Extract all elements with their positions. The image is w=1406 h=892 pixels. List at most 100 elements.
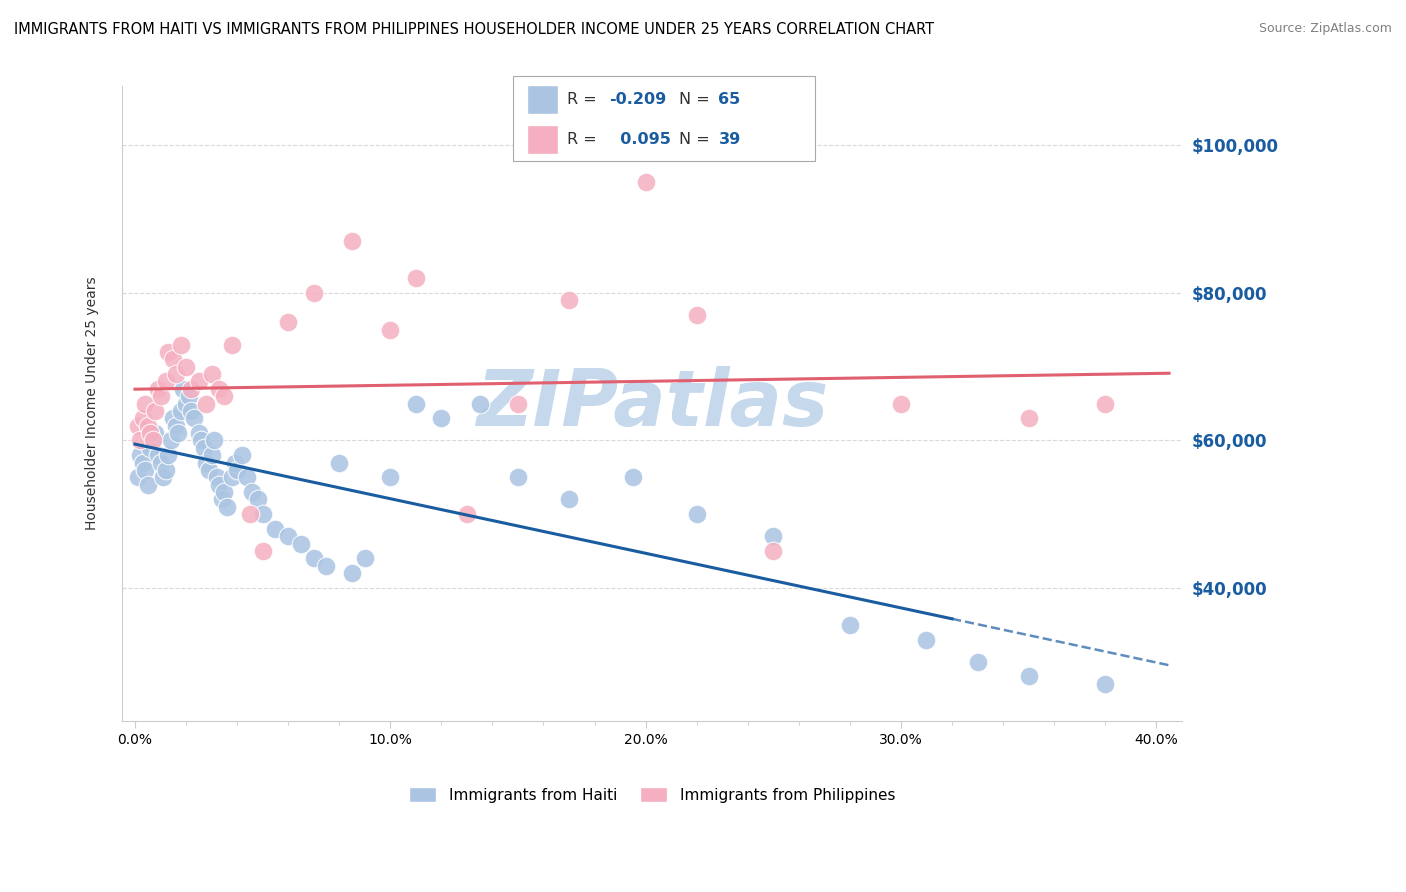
Point bbox=[214, 389, 236, 403]
Point bbox=[139, 425, 162, 440]
Point bbox=[558, 293, 581, 308]
Y-axis label: Householder Income Under 25 years: Householder Income Under 25 years bbox=[86, 277, 100, 531]
Point bbox=[221, 337, 243, 351]
Point bbox=[224, 456, 246, 470]
Point bbox=[762, 529, 785, 543]
Point bbox=[170, 404, 193, 418]
Point bbox=[187, 375, 209, 389]
Point bbox=[134, 396, 156, 410]
Point bbox=[174, 359, 197, 374]
Point bbox=[187, 425, 209, 440]
Point bbox=[145, 425, 167, 440]
Text: N =: N = bbox=[679, 132, 716, 147]
Point bbox=[190, 434, 212, 448]
Point bbox=[966, 655, 988, 669]
Point bbox=[252, 544, 274, 558]
Point bbox=[152, 470, 174, 484]
Point bbox=[353, 551, 375, 566]
Point bbox=[200, 367, 222, 381]
Point bbox=[129, 434, 152, 448]
Point bbox=[221, 470, 243, 484]
Point bbox=[136, 418, 159, 433]
Point bbox=[146, 382, 169, 396]
Point bbox=[211, 492, 233, 507]
Text: R =: R = bbox=[567, 132, 602, 147]
Point bbox=[506, 470, 529, 484]
Point bbox=[1018, 411, 1040, 425]
Legend: Immigrants from Haiti, Immigrants from Philippines: Immigrants from Haiti, Immigrants from P… bbox=[401, 779, 903, 810]
Point bbox=[302, 285, 325, 300]
Point bbox=[558, 492, 581, 507]
Point bbox=[174, 396, 197, 410]
Point bbox=[162, 352, 184, 367]
Point bbox=[239, 507, 262, 521]
Point bbox=[380, 470, 402, 484]
Point bbox=[142, 434, 165, 448]
Point bbox=[129, 448, 152, 462]
Point bbox=[302, 551, 325, 566]
Text: R =: R = bbox=[567, 92, 602, 107]
Point bbox=[328, 456, 350, 470]
Text: ZIPatlas: ZIPatlas bbox=[475, 366, 828, 442]
Point bbox=[145, 404, 167, 418]
Point bbox=[838, 617, 860, 632]
Point bbox=[242, 485, 264, 500]
Text: Source: ZipAtlas.com: Source: ZipAtlas.com bbox=[1258, 22, 1392, 36]
Point bbox=[162, 411, 184, 425]
Point bbox=[205, 470, 228, 484]
Text: 39: 39 bbox=[718, 132, 741, 147]
Point bbox=[155, 463, 177, 477]
Point bbox=[277, 315, 299, 329]
Point bbox=[155, 375, 177, 389]
Point bbox=[468, 396, 491, 410]
Point bbox=[215, 500, 238, 514]
Point bbox=[621, 470, 644, 484]
Point bbox=[890, 396, 912, 410]
Point bbox=[180, 382, 202, 396]
Point bbox=[183, 411, 205, 425]
Point bbox=[315, 558, 337, 573]
Point bbox=[131, 456, 153, 470]
Point bbox=[686, 308, 709, 322]
Point bbox=[146, 448, 169, 462]
Point bbox=[165, 367, 187, 381]
Point bbox=[139, 441, 162, 455]
Point bbox=[165, 418, 187, 433]
Point bbox=[142, 434, 165, 448]
Point bbox=[226, 463, 249, 477]
Point bbox=[159, 434, 181, 448]
Point bbox=[252, 507, 274, 521]
Point bbox=[167, 425, 190, 440]
Point bbox=[686, 507, 709, 521]
Point bbox=[208, 382, 231, 396]
Text: -0.209: -0.209 bbox=[609, 92, 666, 107]
Point bbox=[208, 477, 231, 491]
Point bbox=[762, 544, 785, 558]
Point bbox=[180, 404, 202, 418]
Point bbox=[173, 382, 195, 396]
Point bbox=[380, 323, 402, 337]
Point bbox=[1094, 396, 1116, 410]
Point bbox=[149, 456, 172, 470]
Point bbox=[127, 470, 149, 484]
Point bbox=[177, 389, 200, 403]
Point bbox=[195, 396, 218, 410]
Point bbox=[430, 411, 453, 425]
Point bbox=[277, 529, 299, 543]
Text: 0.095: 0.095 bbox=[609, 132, 671, 147]
Point bbox=[264, 522, 287, 536]
Point bbox=[198, 463, 221, 477]
Point bbox=[127, 418, 149, 433]
Point bbox=[340, 566, 363, 581]
Point bbox=[405, 396, 427, 410]
Text: IMMIGRANTS FROM HAITI VS IMMIGRANTS FROM PHILIPPINES HOUSEHOLDER INCOME UNDER 25: IMMIGRANTS FROM HAITI VS IMMIGRANTS FROM… bbox=[14, 22, 934, 37]
Point bbox=[157, 345, 180, 359]
Point bbox=[290, 537, 312, 551]
Point bbox=[456, 507, 478, 521]
Point bbox=[170, 337, 193, 351]
Point bbox=[634, 175, 657, 189]
Point bbox=[405, 271, 427, 285]
Point bbox=[1094, 677, 1116, 691]
Point bbox=[231, 448, 253, 462]
Point bbox=[246, 492, 269, 507]
